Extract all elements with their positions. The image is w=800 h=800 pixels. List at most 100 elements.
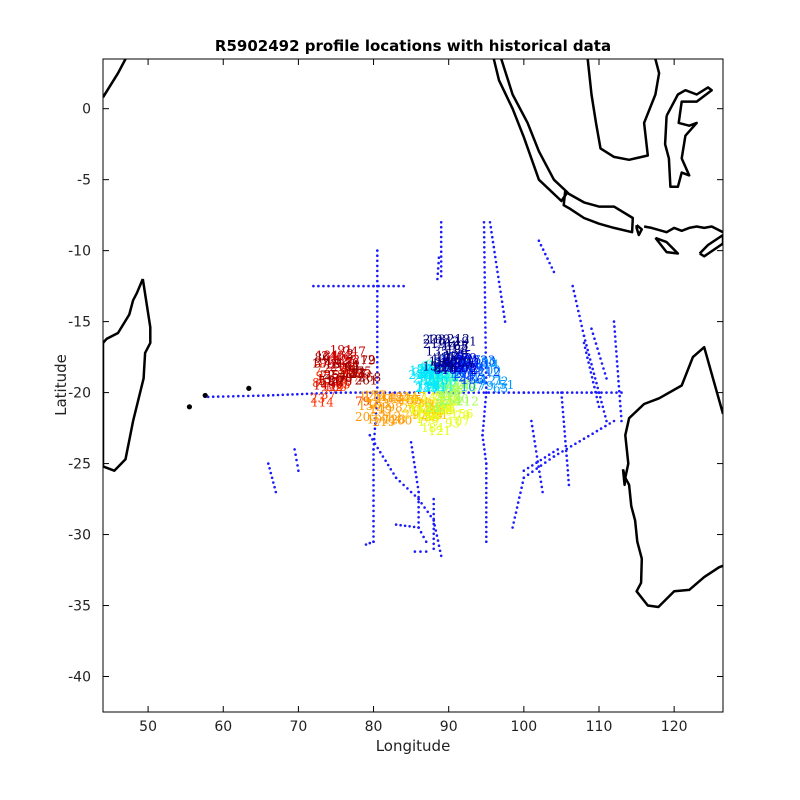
profile-number-marker: 100 bbox=[389, 413, 412, 427]
profile-number-marker: 261 bbox=[355, 374, 378, 388]
historical-point bbox=[541, 248, 545, 251]
historical-point bbox=[595, 429, 599, 433]
historical-point bbox=[374, 417, 377, 420]
historical-point bbox=[501, 305, 505, 309]
historical-point bbox=[544, 252, 547, 256]
profile-number-marker: 121 bbox=[428, 424, 451, 438]
profile-number-marker: 198 bbox=[417, 379, 440, 393]
historical-point bbox=[376, 391, 379, 394]
profile-number-marker: 170 bbox=[421, 369, 444, 383]
historical-point bbox=[564, 449, 568, 453]
historical-point bbox=[376, 259, 379, 263]
historical-point bbox=[376, 284, 379, 288]
historical-point bbox=[376, 371, 379, 374]
historical-point bbox=[541, 391, 545, 394]
historical-point bbox=[574, 299, 578, 303]
profile-number-marker: 212 bbox=[477, 365, 500, 379]
historical-point bbox=[206, 395, 210, 399]
historical-point bbox=[485, 462, 488, 465]
historical-point bbox=[437, 391, 441, 394]
y-tick-label: -20 bbox=[68, 386, 91, 402]
x-tick-label: 120 bbox=[661, 719, 688, 735]
profile-number-marker: 247 bbox=[403, 390, 426, 404]
profile-number-marker: 44 bbox=[344, 359, 360, 373]
historical-point bbox=[485, 520, 488, 524]
historical-point bbox=[432, 542, 436, 546]
profile-number-marker: 30 bbox=[421, 409, 436, 423]
historical-point bbox=[274, 490, 278, 494]
profile-number-marker: 198 bbox=[312, 357, 335, 371]
historical-point bbox=[503, 320, 507, 323]
historical-point bbox=[483, 276, 487, 279]
profile-number-marker: 219 bbox=[423, 337, 446, 351]
historical-point bbox=[322, 284, 325, 288]
coastline bbox=[624, 345, 723, 609]
historical-point bbox=[512, 521, 515, 524]
historical-point bbox=[521, 481, 524, 485]
historical-point bbox=[515, 506, 519, 509]
profile-number-marker: 170 bbox=[396, 393, 419, 407]
coastline bbox=[698, 233, 723, 258]
historical-point bbox=[531, 464, 534, 467]
historical-point bbox=[257, 394, 260, 398]
profile-number-marker: 72 bbox=[431, 391, 446, 405]
profile-number-marker: 16 bbox=[428, 399, 443, 413]
profile-number-marker: 149 bbox=[460, 361, 483, 375]
historical-point bbox=[532, 391, 535, 394]
historical-point bbox=[562, 415, 565, 419]
profile-number-marker: 177 bbox=[444, 356, 467, 370]
historical-point bbox=[591, 380, 595, 384]
profile-number-marker: 100 bbox=[478, 364, 501, 378]
island bbox=[246, 385, 252, 391]
historical-point bbox=[372, 468, 375, 472]
profile-number-marker: 205 bbox=[340, 367, 363, 381]
profile-number-marker: 198 bbox=[380, 401, 403, 415]
historical-point bbox=[522, 391, 526, 394]
historical-point bbox=[573, 294, 577, 298]
historical-point bbox=[561, 410, 565, 414]
profile-number-marker: 128 bbox=[445, 360, 468, 374]
historical-point bbox=[571, 284, 574, 288]
profile-number-marker: 65 bbox=[493, 382, 508, 396]
historical-point bbox=[426, 510, 430, 514]
profile-number-marker: 93 bbox=[445, 417, 460, 431]
historical-point bbox=[492, 391, 496, 394]
historical-point bbox=[583, 339, 587, 342]
profile-number-marker: 240 bbox=[435, 376, 458, 390]
historical-point bbox=[415, 475, 418, 479]
profile-number-marker: 44 bbox=[422, 404, 438, 418]
historical-point bbox=[439, 221, 443, 224]
profile-number-marker: 275 bbox=[437, 376, 460, 390]
profile-number-marker: 23 bbox=[310, 392, 325, 406]
profile-number-marker: 233 bbox=[423, 333, 446, 347]
historical-point bbox=[485, 486, 488, 490]
historical-point bbox=[538, 475, 542, 479]
profile-number-marker: 16 bbox=[329, 378, 344, 392]
profile-number-marker: 191 bbox=[434, 403, 457, 417]
profile-number-marker: 128 bbox=[383, 412, 406, 426]
x-tick-label: 100 bbox=[510, 719, 537, 735]
profile-number-marker: 205 bbox=[355, 410, 378, 424]
profile-number-marker: 51 bbox=[318, 374, 333, 388]
historical-point bbox=[591, 367, 594, 371]
historical-point bbox=[372, 514, 375, 518]
profile-number-marker: 219 bbox=[372, 415, 395, 429]
profile-number-marker: 128 bbox=[435, 350, 458, 364]
coastline bbox=[562, 190, 635, 234]
historical-point bbox=[437, 261, 440, 265]
historical-point bbox=[276, 393, 280, 397]
profile-number-marker: 219 bbox=[413, 366, 436, 380]
historical-point bbox=[462, 391, 466, 394]
profile-number-marker: 100 bbox=[456, 355, 479, 369]
historical-point bbox=[372, 494, 375, 497]
historical-point bbox=[439, 240, 443, 244]
historical-point bbox=[373, 432, 376, 436]
historical-point bbox=[294, 453, 297, 457]
historical-point bbox=[432, 537, 436, 541]
historical-point bbox=[484, 341, 487, 344]
historical-point bbox=[372, 530, 375, 533]
historical-point bbox=[310, 392, 314, 395]
historical-point bbox=[562, 420, 566, 424]
historical-point bbox=[615, 355, 618, 358]
historical-point bbox=[588, 358, 592, 361]
